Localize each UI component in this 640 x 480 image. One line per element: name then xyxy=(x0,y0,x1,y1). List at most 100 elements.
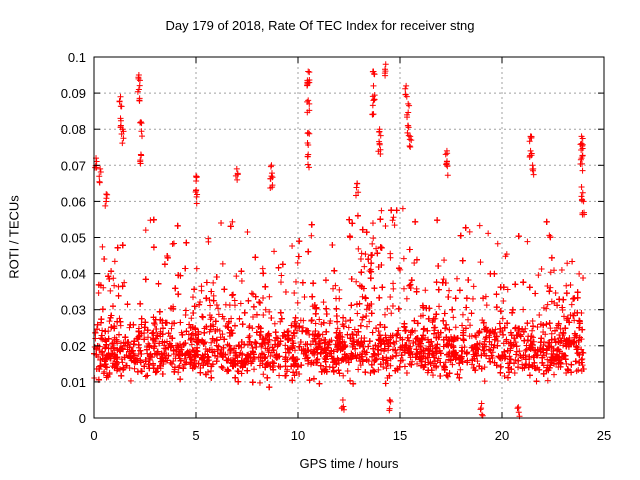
data-point xyxy=(334,325,341,332)
data-point xyxy=(544,301,551,308)
data-point xyxy=(327,350,334,357)
data-point xyxy=(442,359,449,366)
data-point xyxy=(370,235,377,242)
data-point xyxy=(435,355,442,362)
data-point xyxy=(540,328,547,335)
data-point xyxy=(342,318,349,325)
data-point xyxy=(176,362,183,369)
data-point xyxy=(494,240,501,247)
data-point xyxy=(483,302,490,309)
data-point xyxy=(228,315,235,322)
data-point xyxy=(355,366,362,373)
data-point xyxy=(308,232,315,239)
data-point xyxy=(277,318,284,325)
data-point xyxy=(467,322,474,329)
data-point xyxy=(544,282,551,289)
data-point xyxy=(446,287,453,294)
data-point xyxy=(579,362,586,369)
data-point xyxy=(246,324,253,331)
data-point xyxy=(308,317,315,324)
data-point xyxy=(267,352,274,359)
data-point xyxy=(282,342,289,349)
data-point xyxy=(390,339,397,346)
data-point xyxy=(511,370,518,377)
data-point xyxy=(210,279,217,286)
data-point xyxy=(558,266,565,273)
data-point xyxy=(393,338,400,345)
data-point xyxy=(289,242,296,249)
data-point xyxy=(369,240,376,247)
data-point xyxy=(364,302,371,309)
data-point xyxy=(219,331,226,338)
data-points xyxy=(91,61,588,420)
data-point xyxy=(351,326,358,333)
data-point xyxy=(277,279,284,286)
data-point xyxy=(353,278,360,285)
data-point xyxy=(93,365,100,372)
data-point xyxy=(357,362,364,369)
data-point xyxy=(355,245,362,252)
data-point xyxy=(369,220,376,227)
data-point xyxy=(231,302,238,309)
data-point xyxy=(106,318,113,325)
data-point xyxy=(99,327,106,334)
data-point xyxy=(536,312,543,319)
data-point xyxy=(248,290,255,297)
data-point xyxy=(384,305,391,312)
data-point xyxy=(449,361,456,368)
data-point xyxy=(345,324,352,331)
data-point xyxy=(567,282,574,289)
data-point xyxy=(506,353,513,360)
data-point xyxy=(142,373,149,380)
data-point xyxy=(557,325,564,332)
data-point xyxy=(202,371,209,378)
data-point xyxy=(217,334,224,341)
data-point xyxy=(476,340,483,347)
data-point xyxy=(411,260,418,267)
data-point xyxy=(378,207,385,214)
data-point xyxy=(531,347,538,354)
data-point xyxy=(207,302,214,309)
data-point xyxy=(489,349,496,356)
data-point xyxy=(245,334,252,341)
data-point xyxy=(116,315,123,322)
data-point xyxy=(440,276,447,283)
data-point xyxy=(501,373,508,380)
data-point xyxy=(190,294,196,301)
data-point xyxy=(210,323,217,330)
data-point xyxy=(420,312,427,319)
data-point xyxy=(238,278,245,285)
data-point xyxy=(362,251,369,258)
data-point xyxy=(389,217,396,224)
data-point xyxy=(390,214,397,221)
data-point xyxy=(172,355,179,362)
data-point xyxy=(110,275,117,282)
data-point xyxy=(513,348,520,355)
data-point xyxy=(294,327,301,334)
data-point xyxy=(181,355,188,362)
data-point xyxy=(429,372,436,379)
data-point xyxy=(535,272,542,279)
data-point xyxy=(381,348,388,355)
data-point xyxy=(276,372,283,379)
data-point xyxy=(336,295,343,302)
data-point xyxy=(206,296,213,303)
data-point xyxy=(490,329,497,336)
data-point xyxy=(503,251,510,258)
data-point xyxy=(353,332,360,339)
data-point xyxy=(382,223,389,230)
data-point xyxy=(567,311,574,318)
data-point xyxy=(111,282,118,289)
data-point xyxy=(99,243,106,250)
data-point xyxy=(205,235,212,242)
data-point xyxy=(573,368,580,375)
data-point xyxy=(387,294,394,301)
data-point xyxy=(316,316,323,323)
data-point xyxy=(213,301,220,308)
data-point xyxy=(520,306,527,313)
data-point xyxy=(340,372,347,379)
data-point xyxy=(481,364,488,371)
data-point xyxy=(359,293,366,300)
data-point xyxy=(193,265,200,272)
data-point xyxy=(142,227,149,234)
